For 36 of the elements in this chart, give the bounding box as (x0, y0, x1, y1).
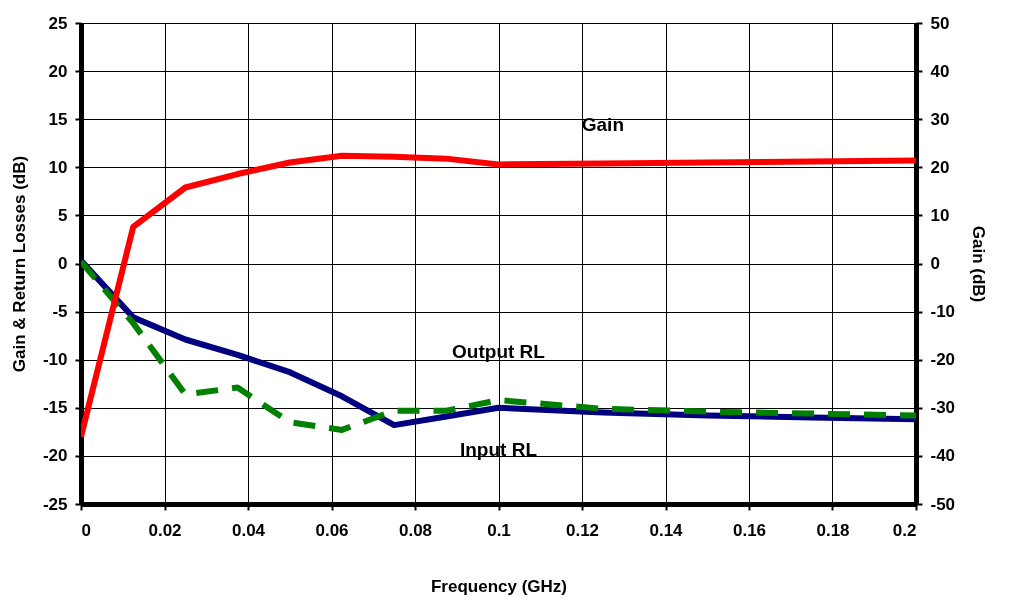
y2-tick-label: 20 (930, 157, 950, 177)
x-tick-label: 0.14 (649, 520, 684, 540)
y2-tick-label: -30 (930, 398, 956, 418)
y2-tick-label: -20 (930, 350, 956, 370)
y-tick-label: 0 (58, 254, 68, 273)
y2-tick-label: -40 (930, 446, 956, 466)
y-tick-label: 5 (58, 205, 68, 225)
y2-tick-label: 0 (930, 254, 940, 273)
y2-tick-label: 40 (930, 61, 950, 81)
y-axis-title: Gain & Return Losses (dB) (9, 155, 29, 373)
x-tick-label: 0.04 (231, 520, 266, 540)
x-tick-label: 0.16 (732, 520, 767, 540)
x-tick-label: 0.02 (148, 520, 182, 540)
y-tick-label: -15 (42, 398, 68, 418)
x-axis-title: Frequency (GHz) (430, 576, 568, 596)
y2-tick-label: 50 (930, 13, 950, 33)
y2-tick-label: -10 (930, 302, 956, 322)
y-tick-label: 15 (48, 109, 68, 129)
y-tick-label: -5 (52, 302, 68, 322)
x-tick-label: 0.06 (315, 520, 349, 540)
y2-tick-label: 30 (930, 109, 950, 129)
y2-axis-title: Gain (dB) (969, 225, 989, 303)
y2-tick-label: 10 (930, 205, 950, 225)
y-tick-label: -20 (42, 446, 68, 466)
x-tick-label: 0.1 (487, 520, 511, 540)
x-tick-label: 0.12 (565, 520, 600, 540)
y-tick-label: 20 (48, 61, 68, 81)
x-tick-label: 0.2 (892, 520, 917, 540)
x-tick-label: 0.18 (816, 520, 850, 540)
x-tick-label: 0 (81, 520, 91, 540)
y-tick-label: 10 (48, 157, 68, 177)
y-tick-label: -25 (42, 494, 68, 514)
y2-tick-label: -50 (930, 494, 956, 514)
y-tick-label: -10 (42, 350, 68, 370)
x-tick-label: 0.08 (398, 520, 433, 540)
y-tick-label: 25 (48, 13, 68, 33)
